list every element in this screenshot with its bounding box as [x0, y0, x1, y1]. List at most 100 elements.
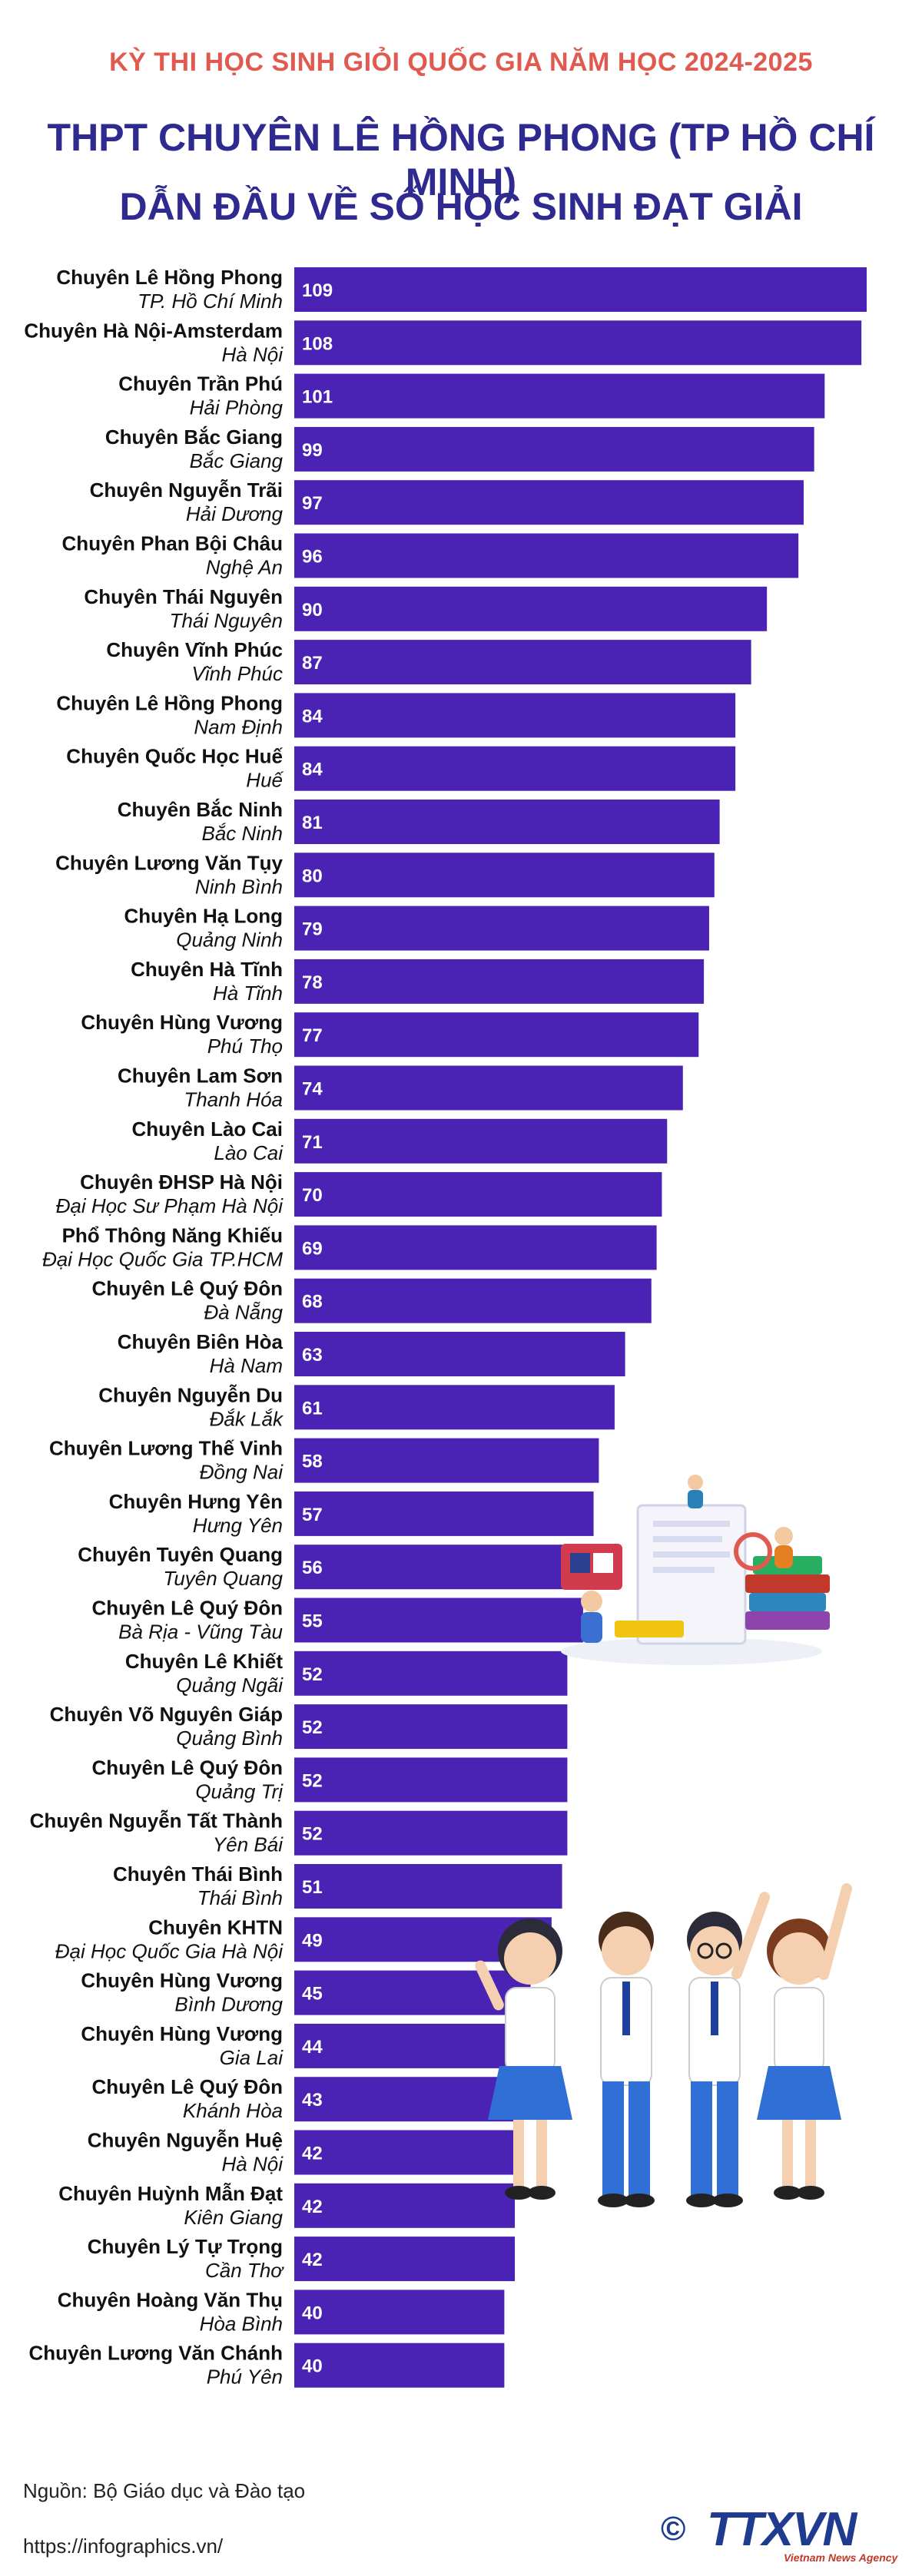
school-location-label: Đại Học Sư Phạm Hà Nội [56, 1194, 284, 1217]
bar [294, 586, 768, 631]
school-name-label: Chuyên Lam Sơn [118, 1065, 283, 1088]
bar-value-label: 61 [302, 1398, 323, 1419]
page-title-line-2: DẪN ĐẦU VỀ SỐ HỌC SINH ĐẠT GIẢI [119, 185, 803, 228]
school-name-label: Chuyên Nguyễn Du [98, 1383, 283, 1406]
bar-value-label: 96 [302, 547, 323, 568]
bar-value-label: 69 [302, 1238, 323, 1259]
school-name-label: Chuyên Lương Văn Tụy [55, 851, 283, 874]
school-name-label: Chuyên Tuyên Quang [78, 1543, 283, 1566]
school-location-label: Cần Thơ [205, 2259, 284, 2282]
bar-value-label: 71 [302, 1132, 323, 1153]
bar-value-label: 109 [302, 280, 333, 301]
bar [294, 1385, 615, 1430]
bar [294, 267, 867, 312]
school-name-label: Chuyên Lê Quý Đôn [92, 1597, 283, 1620]
school-name-label: Chuyên Hà Nội-Amsterdam [24, 319, 283, 342]
school-location-label: Lào Cai [214, 1141, 284, 1164]
school-name-label: Chuyên Nguyễn Huệ [88, 2129, 283, 2152]
bar [294, 746, 736, 791]
bar-value-label: 56 [302, 1558, 323, 1578]
school-name-label: Chuyên Lê Hồng Phong [56, 266, 283, 289]
school-name-label: Chuyên Hùng Vương [81, 1011, 283, 1034]
bar-value-label: 52 [302, 1770, 323, 1791]
school-location-label: Quảng Bình [176, 1727, 283, 1750]
school-name-label: Chuyên Lê Hồng Phong [56, 691, 283, 714]
bar-value-label: 42 [302, 2250, 323, 2270]
school-name-label: Phổ Thông Năng Khiếu [62, 1223, 283, 1247]
bar-value-label: 77 [302, 1025, 323, 1046]
school-location-label: Nghệ An [206, 556, 283, 579]
school-name-label: Chuyên Vĩnh Phúc [106, 638, 283, 661]
school-name-label: Chuyên Hà Tĩnh [131, 958, 283, 981]
kicker-heading: KỲ THI HỌC SINH GIỎI QUỐC GIA NĂM HỌC 20… [109, 48, 813, 77]
bar [294, 2343, 505, 2388]
school-name-label: Chuyên Bắc Ninh [118, 798, 283, 821]
school-location-label: Bắc Ninh [202, 822, 284, 845]
school-location-label: Phú Thọ [207, 1035, 283, 1058]
school-location-label: Tuyên Quang [163, 1567, 283, 1590]
bar-value-label: 97 [302, 493, 323, 514]
school-name-label: Chuyên Lê Quý Đôn [92, 1756, 283, 1779]
bar [294, 426, 814, 472]
school-name-label: Chuyên Hoàng Văn Thụ [58, 2288, 283, 2311]
school-location-label: Hà Nội [222, 343, 284, 366]
bar [294, 959, 705, 1004]
school-name-label: Chuyên Huỳnh Mẫn Đạt [58, 2182, 283, 2205]
school-location-label: Đồng Nai [200, 1461, 284, 1484]
bar [294, 373, 825, 419]
source-url[interactable]: https://infographics.vn/ [23, 2535, 224, 2558]
ttxvn-logo: © TTXVN Vietnam News Agency [661, 2502, 907, 2564]
bar [294, 2023, 526, 2068]
school-name-label: Chuyên Hạ Long [124, 905, 283, 928]
bar [294, 1810, 568, 1856]
bar [294, 1545, 589, 1590]
bar-value-label: 90 [302, 600, 323, 621]
bar-value-label: 40 [302, 2356, 323, 2377]
school-name-label: Chuyên Trần Phú [118, 372, 283, 396]
bar [294, 640, 751, 685]
school-location-label: Hà Nam [210, 1354, 283, 1377]
bar [294, 2077, 520, 2122]
bar-value-label: 55 [302, 1611, 323, 1632]
school-location-label: Đại Học Quốc Gia TP.HCM [42, 1247, 283, 1270]
bar-value-label: 87 [302, 653, 323, 674]
bar-value-label: 42 [302, 2144, 323, 2164]
school-name-label: Chuyên Lê Quý Đôn [92, 2075, 283, 2098]
bar-value-label: 74 [302, 1079, 323, 1100]
page-title-line-1: THPT CHUYÊN LÊ HỒNG PHONG (TP HỒ CHÍ MIN… [47, 116, 875, 204]
school-name-label: Chuyên Võ Nguyên Giáp [50, 1703, 283, 1726]
bar [294, 2183, 516, 2228]
bar-value-label: 52 [302, 1824, 323, 1845]
bar-value-label: 99 [302, 440, 323, 461]
bar [294, 1598, 583, 1643]
school-name-label: Chuyên Biên Hòa [118, 1330, 284, 1353]
bar-value-label: 44 [302, 2037, 323, 2058]
school-name-label: Chuyên ĐHSP Hà Nội [80, 1170, 283, 1194]
school-location-label: Hải Dương [186, 502, 284, 525]
bar [294, 1757, 568, 1803]
bar [294, 1278, 652, 1323]
bar-value-label: 43 [302, 2090, 323, 2111]
bar-value-label: 80 [302, 866, 323, 886]
